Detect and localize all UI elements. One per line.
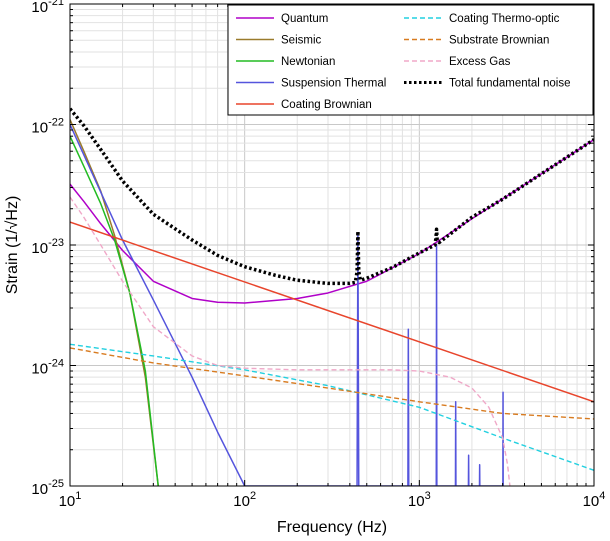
legend: Quantum Seismic Newtonian Suspension Therma…	[227, 4, 594, 116]
series-line-4	[70, 221, 594, 403]
x-tick-label: 103	[408, 490, 431, 510]
y-tick-label: 10-23	[31, 237, 64, 257]
legend-label: Coating Brownian	[281, 99, 372, 111]
y-axis-title: Strain (1/√Hz)	[4, 196, 21, 295]
x-tick-label: 101	[59, 490, 82, 510]
y-tick-label: 10-22	[31, 117, 64, 137]
series-lines	[70, 107, 594, 486]
series-line-6	[70, 347, 594, 420]
x-tick-label: 104	[583, 490, 606, 510]
legend-label: Seismic	[281, 35, 322, 47]
legend-label: Total fundamental noise	[449, 78, 570, 90]
legend-label: Excess Gas	[449, 56, 511, 68]
legend-label: Coating Thermo-optic	[449, 13, 560, 25]
series-line-2	[70, 135, 159, 486]
legend-label: Quantum	[281, 13, 328, 25]
y-tick-label: 10-24	[31, 358, 64, 378]
y-tick-label: 10-21	[31, 0, 64, 16]
legend-label: Substrate Brownian	[449, 35, 549, 47]
series-line-7	[70, 196, 511, 486]
tick-labels: 101 102 103 104 10-25 10-24 10-23 10-22 10-21	[31, 0, 605, 510]
legend-label: Suspension Thermal	[281, 78, 386, 90]
legend-label: Newtonian	[281, 56, 335, 68]
x-axis-title: Frequency (Hz)	[277, 519, 387, 536]
y-tick-label: 10-25	[31, 478, 64, 498]
series-line-8	[70, 107, 594, 286]
x-tick-label: 102	[233, 490, 256, 510]
legend-box	[227, 4, 594, 116]
